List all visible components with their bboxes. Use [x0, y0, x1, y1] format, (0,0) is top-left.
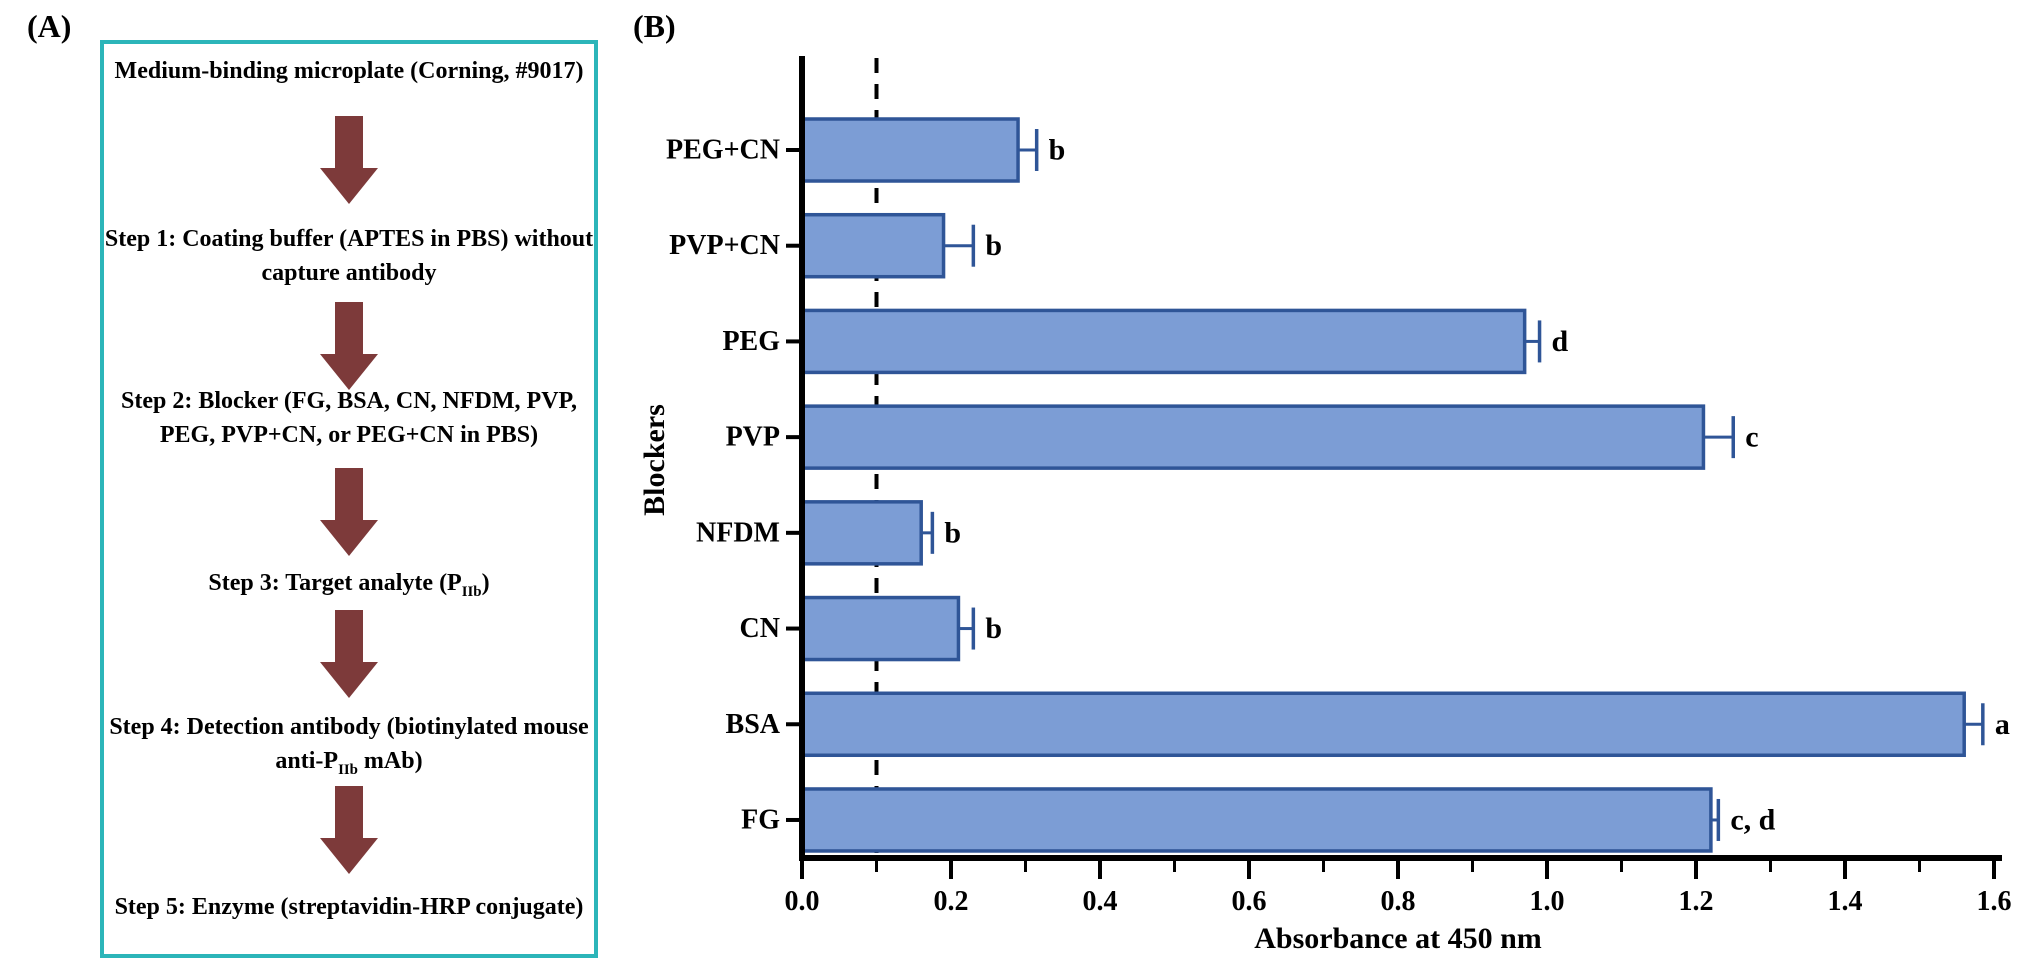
x-tick-label: 0.2 — [934, 886, 969, 917]
x-tick-label: 1.0 — [1530, 886, 1565, 917]
arrow-head — [320, 838, 378, 874]
down-arrow-icon — [320, 610, 378, 698]
x-tick-label: 1.6 — [1977, 886, 2012, 917]
x-axis-title: Absorbance at 450 nm — [1254, 922, 1542, 955]
y-axis — [799, 56, 805, 861]
arrow-shaft — [335, 610, 363, 662]
x-tick-label: 0.8 — [1381, 886, 1416, 917]
blockers-bar-chart: b PEG+CN b PVP+CN d PEG c PVP b NFDM b CN a BSA c, d FG… — [638, 56, 2012, 955]
y-axis-title: Blockers — [638, 404, 671, 516]
subscript-IIb: IIb — [338, 761, 358, 778]
step-1-line-2: capture antibody — [261, 260, 437, 286]
category-label: NFDM — [696, 517, 780, 548]
step-2-line-1: Step 2: Blocker (FG, BSA, CN, NFDM, PVP, — [121, 388, 577, 414]
flow-step-2: Step 2: Blocker (FG, BSA, CN, NFDM, PVP,… — [104, 384, 594, 452]
category-label: PVP — [726, 422, 780, 453]
bar-PEG — [801, 308, 1527, 375]
sig-letter: c, d — [1730, 803, 1775, 836]
category-label: PVP+CN — [669, 230, 780, 261]
step-5-line-1: Step 5: Enzyme (streptavidin-HRP conjuga… — [114, 894, 584, 920]
x-tick-label: 0.4 — [1083, 886, 1118, 917]
x-tick-label: 1.4 — [1828, 886, 1863, 917]
protocol-flowchart: Medium-binding microplate (Corning, #901… — [100, 40, 598, 958]
panel-b-label: (B) — [633, 8, 676, 44]
down-arrow-icon — [320, 116, 378, 204]
sig-letter: c — [1745, 421, 1758, 454]
flow-step-3: Step 3: Target analyte (PIIb) — [104, 566, 594, 609]
flow-step-1: Step 1: Coating buffer (APTES in PBS) wi… — [104, 222, 594, 290]
category-label: PEG+CN — [666, 135, 780, 166]
bar-PEG+CN — [801, 117, 1020, 183]
arrow-head — [320, 520, 378, 556]
subscript-IIb: IIb — [461, 583, 482, 600]
step-4-line-1: Step 4: Detection antibody (biotinylated… — [109, 714, 589, 740]
flowchart-title: Medium-binding microplate (Corning, #901… — [114, 58, 584, 84]
sig-letter: b — [944, 516, 961, 549]
category-label: CN — [740, 613, 780, 644]
x-tick-label: 1.2 — [1679, 886, 1714, 917]
step-3-close: ) — [481, 570, 490, 596]
arrow-head — [320, 168, 378, 204]
arrow-shaft — [335, 116, 363, 168]
down-arrow-icon — [320, 302, 378, 390]
x-tick-label: 0.6 — [1232, 886, 1267, 917]
step-2-line-2: PEG, PVP+CN, or PEG+CN in PBS) — [159, 422, 539, 448]
category-label: FG — [741, 804, 780, 835]
arrow-head — [320, 662, 378, 698]
bar-BSA — [801, 691, 1966, 758]
down-arrow-icon — [320, 468, 378, 556]
flow-step-5: Step 5: Enzyme (streptavidin-HRP conjuga… — [104, 890, 594, 924]
flow-step-4: Step 4: Detection antibody (biotinylated… — [104, 710, 594, 787]
category-label: BSA — [726, 709, 781, 740]
arrow-head — [320, 354, 378, 390]
down-arrow-icon — [320, 786, 378, 874]
bar-CN — [801, 595, 961, 662]
step-4-line-2-end: mAb) — [357, 748, 423, 774]
x-tick-label: 0.0 — [785, 886, 820, 917]
bar-PVP — [801, 404, 1706, 470]
sig-letter: b — [985, 612, 1002, 645]
arrow-shaft — [335, 468, 363, 520]
sig-letter: b — [985, 229, 1002, 262]
sig-letter: b — [1049, 134, 1066, 167]
bar-PVP+CN — [801, 212, 946, 279]
step-3-text: Step 3: Target analyte (P — [208, 570, 462, 596]
panel-a-label: (A) — [27, 8, 72, 44]
category-label: PEG — [722, 326, 780, 357]
arrow-shaft — [335, 302, 363, 354]
step-1-line-1: Step 1: Coating buffer (APTES in PBS) wi… — [104, 226, 594, 252]
sig-letter: d — [1552, 325, 1569, 358]
bar-FG — [801, 787, 1713, 853]
step-4-line-2: anti-P — [275, 748, 339, 774]
arrow-shaft — [335, 786, 363, 838]
bar-NFDM — [801, 500, 923, 566]
sig-letter: a — [1995, 708, 2010, 741]
x-axis — [799, 855, 2002, 861]
